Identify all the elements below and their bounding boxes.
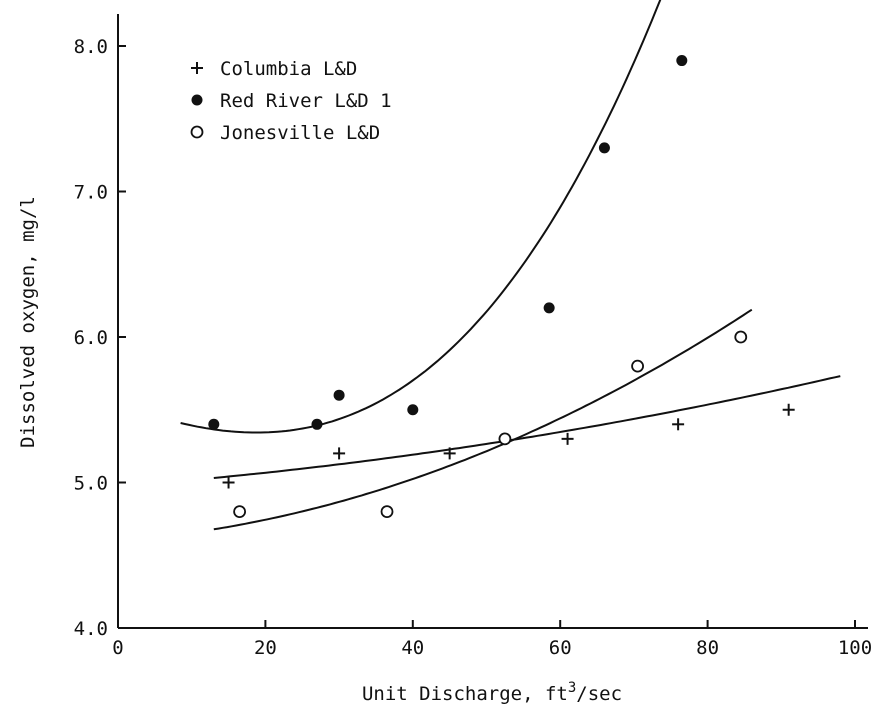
x-tick-label: 40 xyxy=(401,637,424,659)
x-axis-title: Unit Discharge, ft3/sec xyxy=(362,680,622,705)
y-tick-label: 4.0 xyxy=(74,618,108,640)
point-jonesville-l-d xyxy=(233,505,247,519)
x-axis-title-superscript: 3 xyxy=(568,680,576,696)
point-columbia-l-d xyxy=(561,432,574,445)
point-columbia-l-d xyxy=(333,447,346,460)
x-tick-label: 60 xyxy=(549,637,572,659)
y-tick-label: 8.0 xyxy=(74,36,108,58)
x-tick-label: 80 xyxy=(696,637,719,659)
legend-label-columbia-l-d: Columbia L&D xyxy=(220,58,357,80)
point-red-river-l-d-1 xyxy=(676,55,688,67)
x-axis-title-main: Unit Discharge, ft xyxy=(362,683,568,705)
legend: Columbia L&D Red River L&D 1 Jonesville L&… xyxy=(190,58,392,144)
y-tick-label: 7.0 xyxy=(74,182,108,204)
point-jonesville-l-d xyxy=(631,359,644,373)
point-columbia-l-d xyxy=(443,447,456,460)
legend-label-red-river-l-d-1: Red River L&D 1 xyxy=(220,90,392,112)
x-tick-label: 100 xyxy=(838,637,872,659)
point-columbia-l-d xyxy=(222,476,235,489)
y-axis-title: Dissolved oxygen, mg/l xyxy=(17,196,39,448)
fit-curve-red-river-l-d-1 xyxy=(180,0,662,434)
x-tick-label: 0 xyxy=(112,637,123,659)
legend-marker-red-river-l-d-1 xyxy=(191,94,203,106)
legend-marker-jonesville-l-d xyxy=(190,125,204,139)
legend-label-jonesville-l-d: Jonesville L&D xyxy=(220,122,380,144)
point-red-river-l-d-1 xyxy=(407,404,419,416)
fit-curves xyxy=(180,0,841,531)
point-red-river-l-d-1 xyxy=(543,302,555,314)
point-columbia-l-d xyxy=(672,418,685,431)
legend-marker-columbia-l-d xyxy=(191,62,203,74)
point-jonesville-l-d xyxy=(498,432,512,446)
y-tick-label: 6.0 xyxy=(74,327,108,349)
x-axis-title-suffix: /sec xyxy=(576,683,622,705)
fit-curve-jonesville-l-d xyxy=(213,308,753,531)
y-tick-label: 5.0 xyxy=(74,473,108,495)
point-red-river-l-d-1 xyxy=(333,389,345,401)
point-red-river-l-d-1 xyxy=(311,418,323,430)
data-points xyxy=(208,55,795,519)
ticks: 0 20 40 60 80 100 4.0 5.0 6.0 7.0 8.0 xyxy=(74,36,872,659)
axes xyxy=(117,14,868,629)
fit-curve-columbia-l-d xyxy=(213,375,841,479)
x-tick-label: 20 xyxy=(254,637,277,659)
point-red-river-l-d-1 xyxy=(208,418,220,430)
point-columbia-l-d xyxy=(782,403,795,416)
point-jonesville-l-d xyxy=(380,505,394,519)
point-red-river-l-d-1 xyxy=(598,142,610,154)
point-jonesville-l-d xyxy=(734,330,748,344)
